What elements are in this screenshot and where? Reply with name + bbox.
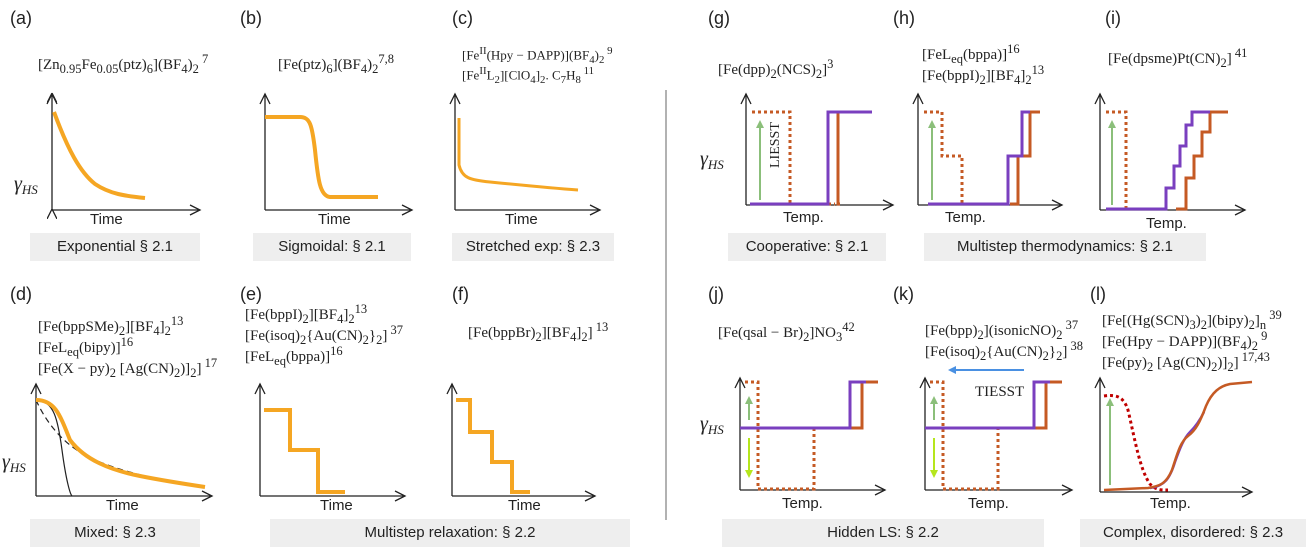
- curve-mixed-orange: [35, 398, 206, 489]
- caption-j: Hidden LS: § 2.2: [722, 519, 1044, 547]
- formula-f: [Fe(bppBr)2][BF4]2] 13: [468, 320, 609, 344]
- formula-d-2: [FeLeq(bipy)]16: [38, 335, 134, 359]
- plot-c: Time: [449, 92, 602, 228]
- plot-l: Temp.: [1094, 376, 1254, 512]
- formula-c-1: [FeII(Hpy − DAPP)](BF4)2 9: [462, 45, 613, 66]
- panel-label-d: (d): [10, 284, 32, 304]
- formula-l-1: [Fe[(Hg(SCN)3)2](bipy)2]n 39: [1102, 308, 1282, 332]
- curve-exponential: [52, 111, 146, 200]
- plot-h: Temp.: [912, 92, 1064, 226]
- tiesst-label: TIESST: [975, 384, 1024, 400]
- curve-purple-k: [925, 380, 1050, 430]
- plot-k: TIESST Temp.: [919, 366, 1074, 512]
- curve-brown-g: [836, 110, 872, 206]
- xlabel-k: Temp.: [968, 495, 1009, 512]
- curve-purple-l: [1149, 411, 1206, 490]
- panel-label-f: (f): [452, 284, 469, 304]
- formula-h-1: [FeLeq(bppa)]16: [922, 42, 1020, 66]
- xlabel-c: Time: [505, 211, 538, 228]
- plot-j: Temp. γHS: [700, 376, 887, 512]
- xlabel-l: Temp.: [1150, 495, 1191, 512]
- formula-a: [Zn0.95Fe0.05(ptz)6](BF4)2 7: [38, 52, 209, 76]
- caption-e: Multistep relaxation: § 2.2: [270, 519, 630, 547]
- curve-mixed-thin: [35, 399, 73, 497]
- plot-e: Time: [254, 382, 407, 514]
- formula-e-2: [Fe(isoq)2{Au(CN)2}2] 37: [245, 323, 403, 347]
- ylabel-d: γHS: [2, 451, 26, 475]
- formula-d-3: [Fe(X − py)2 [Ag(CN)2)]2] 17: [38, 356, 218, 380]
- formula-b: [Fe(ptz)6](BF4)27,8: [278, 52, 395, 76]
- curve-dotted-i: [1106, 110, 1152, 211]
- plot-b: Time: [259, 92, 414, 228]
- panel-label-h: (h): [893, 8, 915, 28]
- caption-c: Stretched exp: § 2.3: [452, 233, 614, 261]
- panel-label-j: (j): [708, 284, 724, 304]
- ylabel-g: γHS: [700, 148, 724, 172]
- plot-f: Time: [446, 382, 597, 514]
- panel-label-k: (k): [893, 284, 914, 304]
- formula-g: [Fe(dpp)2(NCS)2]3: [718, 57, 834, 81]
- plot-a: Time γHS: [14, 92, 202, 228]
- formula-c-2: [FeIIL2][ClO4]2. C7H8 11: [462, 65, 595, 86]
- curve-dotted-l: [1103, 394, 1169, 492]
- formula-h-2: [Fe(bppI)2][BF4]213: [922, 63, 1045, 87]
- formula-k-2: [Fe(isoq)2{Au(CN)2}2] 38: [925, 339, 1083, 363]
- xlabel-e: Time: [320, 497, 353, 514]
- curve-purple-g: [750, 110, 850, 206]
- formula-k-1: [Fe(bpp)2](isonicNO)2 37: [925, 318, 1079, 342]
- curve-stretched: [457, 118, 579, 192]
- xlabel-b: Time: [318, 211, 351, 228]
- curve-three-step: [456, 398, 530, 494]
- curve-brown-h: [1010, 110, 1040, 206]
- liesst-label: LIESST: [768, 122, 783, 168]
- xlabel-h: Temp.: [945, 209, 986, 226]
- plot-i: Temp.: [1094, 92, 1247, 232]
- caption-h: Multistep thermodynamics: § 2.1: [924, 233, 1206, 261]
- curve-dotted-g: [752, 110, 835, 206]
- formula-e-1: [Fe(bppI)2][BF4]213: [245, 302, 368, 326]
- caption-g: Cooperative: § 2.1: [728, 233, 886, 261]
- formula-l-3: [Fe(py)2 [Ag(CN)2)]2] 17,43: [1102, 350, 1270, 374]
- formula-j: [Fe(qsal − Br)2]NO342: [718, 320, 855, 344]
- caption-b: Sigmoidal: § 2.1: [253, 233, 411, 261]
- xlabel-a: Time: [90, 211, 123, 228]
- xlabel-d: Time: [106, 497, 139, 514]
- xlabel-i: Temp.: [1146, 215, 1187, 232]
- panel-label-c: (c): [452, 8, 473, 28]
- curve-brown-j: [740, 380, 878, 430]
- caption-d: Mixed: § 2.3: [30, 519, 200, 547]
- caption-a: Exponential § 2.1: [30, 233, 200, 261]
- panel-label-e: (e): [240, 284, 262, 304]
- curve-sigmoidal: [265, 115, 378, 199]
- formula-i: [Fe(dpsme)Pt(CN)2] 41: [1108, 46, 1248, 70]
- curve-dotted-j: [745, 380, 856, 491]
- formula-e-3: [FeLeq(bppa)]16: [245, 344, 343, 368]
- ylabel-j: γHS: [700, 413, 724, 437]
- xlabel-f: Time: [508, 497, 541, 514]
- curve-two-step: [264, 408, 345, 494]
- formula-l-2: [Fe(Hpy − DAPP)](BF4)2 9: [1102, 329, 1268, 353]
- panel-label-l: (l): [1090, 284, 1106, 304]
- panel-label-b: (b): [240, 8, 262, 28]
- panel-label-i: (i): [1105, 8, 1121, 28]
- curve-purple-h: [928, 110, 1030, 206]
- curve-brown-i: [1176, 110, 1228, 211]
- plot-d: Time γHS: [2, 382, 214, 514]
- plot-g: LIESST Temp. γHS: [700, 92, 895, 226]
- curve-purple-i: [1106, 110, 1210, 211]
- curve-brown-l: [1103, 380, 1253, 492]
- ylabel-a: γHS: [14, 173, 38, 197]
- caption-l: Complex, disordered: § 2.3: [1080, 519, 1306, 547]
- xlabel-j: Temp.: [782, 495, 823, 512]
- formula-d-1: [Fe(bppSMe)2][BF4]213: [38, 314, 184, 338]
- panel-label-a: (a): [10, 8, 32, 28]
- curve-dotted-h: [924, 110, 992, 206]
- xlabel-g: Temp.: [783, 209, 824, 226]
- curve-purple-j: [740, 380, 866, 430]
- panel-label-g: (g): [708, 8, 730, 28]
